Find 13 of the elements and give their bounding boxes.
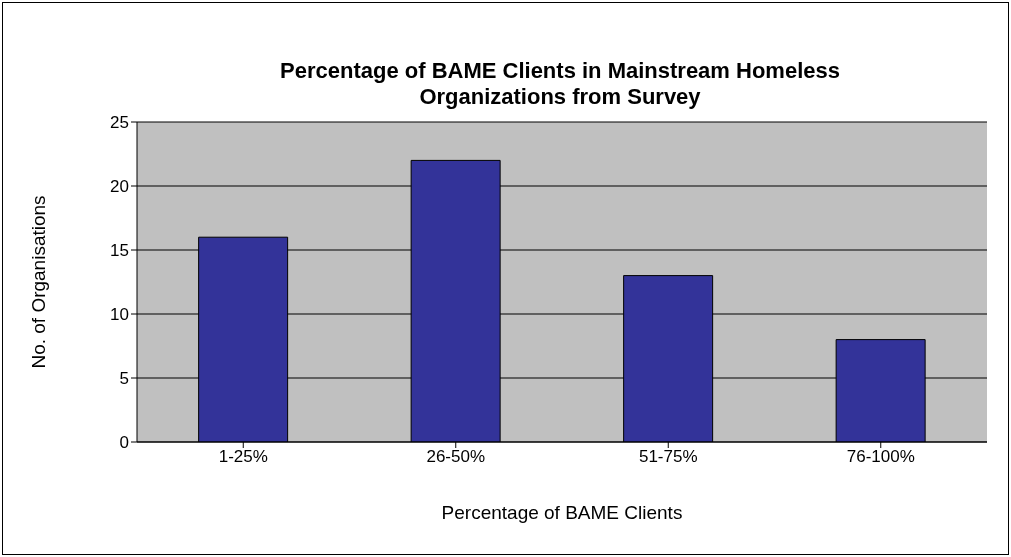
x-tick-label: 26-50% [426,447,486,467]
chart-title: Percentage of BAME Clients in Mainstream Homeless Organizations from Survey [280,58,840,110]
y-tick-label: 5 [119,369,129,389]
y-tick-label: 25 [110,113,129,133]
x-tick-label: 51-75% [638,447,698,467]
x-tick-label: 1-25% [218,447,268,467]
y-axis-title: No. of Organisations [27,195,49,369]
y-tick-label: 15 [110,241,129,261]
y-tick-label: 10 [110,305,129,325]
x-tick-label: 76-100% [846,447,915,467]
y-tick-label: 0 [119,433,129,453]
y-tick-label: 20 [110,177,129,197]
x-axis-title: Percentage of BAME Clients [441,502,683,523]
